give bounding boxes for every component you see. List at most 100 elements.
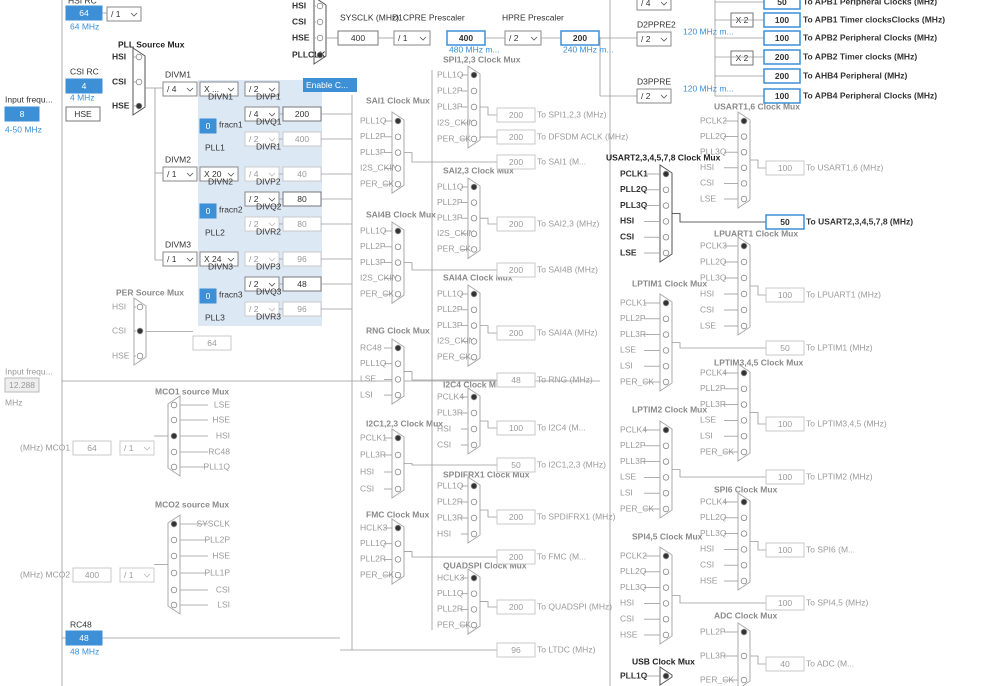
mux-option[interactable] (662, 249, 670, 257)
mux-option[interactable] (470, 246, 478, 253)
mux-option[interactable] (470, 214, 478, 222)
mux-option[interactable] (740, 117, 748, 125)
mux-option[interactable] (662, 426, 670, 434)
mux-option[interactable] (470, 590, 478, 597)
mux-option[interactable] (394, 434, 402, 442)
mux-option[interactable] (470, 199, 478, 206)
mux-option[interactable] (740, 401, 748, 408)
mux-option[interactable] (662, 218, 670, 225)
mux-option[interactable] (170, 601, 178, 609)
mux-option[interactable] (170, 416, 178, 424)
mux-option[interactable] (470, 574, 478, 582)
mux-option[interactable] (394, 291, 402, 298)
mux-option[interactable] (470, 71, 478, 79)
mux-option[interactable] (662, 631, 670, 639)
mux-option[interactable] (394, 468, 402, 476)
mux-option[interactable] (394, 540, 402, 547)
mux-option[interactable] (136, 352, 144, 360)
mux-option[interactable] (740, 546, 748, 553)
mux-option[interactable] (394, 259, 402, 266)
dropdown[interactable] (199, 81, 239, 97)
mux-option[interactable] (740, 322, 748, 330)
mux-option[interactable] (394, 571, 402, 579)
mux-option[interactable] (470, 354, 478, 361)
mux-option[interactable] (740, 433, 748, 440)
mux-option[interactable] (394, 376, 402, 383)
mux-option[interactable] (740, 530, 748, 537)
dropdown[interactable] (199, 166, 239, 182)
mux-option[interactable] (662, 458, 670, 465)
mux-option[interactable] (662, 202, 670, 209)
mux-option[interactable] (740, 306, 748, 314)
mux-option[interactable] (470, 441, 478, 449)
mux-option[interactable] (170, 448, 178, 456)
dropdown[interactable] (636, 0, 672, 11)
mux-option[interactable] (394, 227, 402, 235)
mux-option[interactable] (470, 621, 478, 629)
mux-option[interactable] (740, 385, 748, 392)
mux-option[interactable] (470, 322, 478, 329)
mux-option[interactable] (470, 119, 478, 127)
mux-option[interactable] (662, 672, 670, 680)
mux-option[interactable] (470, 183, 478, 191)
mux-option[interactable] (470, 425, 478, 433)
mux-option[interactable] (470, 514, 478, 522)
mux-option[interactable] (170, 569, 178, 577)
mux-option[interactable] (170, 536, 178, 544)
mux-option[interactable] (740, 133, 748, 140)
mux-option[interactable] (394, 360, 402, 367)
mux-option[interactable] (170, 586, 178, 594)
dropdown[interactable] (162, 81, 198, 97)
mux-option[interactable] (740, 369, 748, 377)
mux-option[interactable] (662, 299, 670, 307)
mux-option[interactable] (470, 393, 478, 401)
mux-option[interactable] (662, 600, 670, 607)
mux-option[interactable] (740, 676, 748, 684)
dropdown[interactable] (106, 6, 142, 22)
mux-option[interactable] (740, 242, 748, 250)
mux-option[interactable] (394, 243, 402, 250)
mux-option[interactable] (470, 135, 478, 143)
mux-option[interactable] (740, 417, 748, 424)
mux-option[interactable] (662, 552, 670, 560)
mux-option[interactable] (740, 258, 748, 266)
mux-option[interactable] (170, 520, 178, 528)
mux-option[interactable] (394, 117, 402, 125)
mux-option[interactable] (740, 562, 748, 569)
mux-option[interactable] (470, 306, 478, 313)
mux-option[interactable] (135, 102, 143, 110)
mux-option[interactable] (740, 652, 748, 660)
mux-option[interactable] (394, 180, 402, 188)
mux-option[interactable] (470, 498, 478, 506)
dropdown[interactable] (119, 567, 155, 583)
mux-option[interactable] (662, 186, 670, 193)
dropdown[interactable] (119, 440, 155, 456)
mux-option[interactable] (394, 275, 402, 282)
dropdown[interactable] (162, 251, 198, 267)
mux-option[interactable] (135, 78, 143, 86)
mux-option[interactable] (662, 331, 670, 338)
dropdown[interactable] (162, 166, 198, 182)
dropdown[interactable] (199, 251, 239, 267)
mux-option[interactable] (470, 230, 478, 237)
mux-option[interactable] (662, 584, 670, 591)
mux-option[interactable] (170, 552, 178, 560)
mux-option[interactable] (394, 485, 402, 493)
mux-option[interactable] (740, 148, 748, 156)
mux-option[interactable] (135, 53, 143, 61)
mux-option[interactable] (662, 315, 670, 322)
mux-option[interactable] (394, 149, 402, 156)
mux-option[interactable] (136, 327, 144, 335)
mux-option[interactable] (170, 401, 178, 409)
mux-option[interactable] (470, 530, 478, 538)
mux-option[interactable] (740, 195, 748, 203)
mux-option[interactable] (662, 233, 670, 241)
mux-option[interactable] (740, 498, 748, 506)
dropdown[interactable] (244, 81, 280, 97)
mux-option[interactable] (662, 568, 670, 575)
mux-option[interactable] (316, 18, 324, 26)
mux-option[interactable] (662, 347, 670, 354)
mux-option[interactable] (662, 363, 670, 370)
mux-option[interactable] (170, 463, 178, 471)
mux-option[interactable] (470, 87, 478, 95)
